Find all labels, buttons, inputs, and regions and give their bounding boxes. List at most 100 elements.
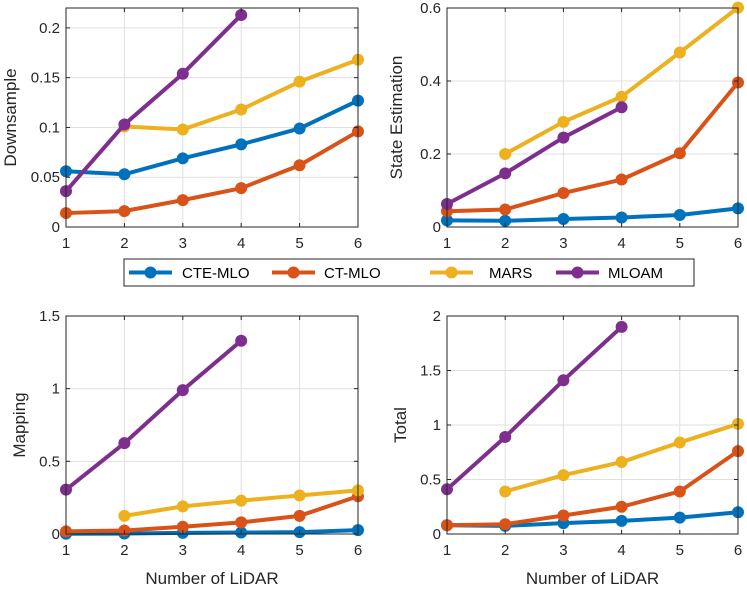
data-point-ct-mlo <box>293 159 306 172</box>
y-tick-label: 1 <box>52 381 60 398</box>
data-point-mars <box>293 75 306 88</box>
data-point-mars <box>673 46 686 59</box>
y-tick-label: 1.5 <box>39 308 60 325</box>
data-point-mloam <box>235 334 248 347</box>
state-estimation-panel: 1 2 3 4 5 6 0 0.2 0.4 0.6 State Estimation <box>387 0 744 252</box>
plot-area <box>66 316 358 534</box>
y-axis-label: Total <box>391 407 410 443</box>
x-tick-label: 5 <box>295 542 303 559</box>
x-tick-label: 5 <box>676 542 684 559</box>
x-tick-label: 3 <box>559 542 567 559</box>
data-point-ct-mlo <box>615 173 628 186</box>
data-point-ct-mlo <box>176 194 189 207</box>
data-point-cte-mlo <box>557 212 570 225</box>
x-tick-label: 4 <box>237 542 245 559</box>
series-line-mloam <box>445 325 623 491</box>
data-point-ct-mlo <box>557 509 570 522</box>
series-line-ct-mlo <box>65 494 359 534</box>
data-point-mloam <box>557 131 570 144</box>
y-tick-label: 0.15 <box>31 70 60 87</box>
y-tick-label: 0.2 <box>39 20 60 37</box>
x-tick-label: 3 <box>559 235 567 252</box>
x-tick-label: 2 <box>120 235 128 252</box>
legend-label-ct-mlo: CT-MLO <box>324 265 381 282</box>
data-point-mars <box>176 123 189 136</box>
y-tick-label: 0.2 <box>420 146 441 163</box>
mapping-panel: 1 2 3 4 5 6 0 0.5 1 1.5 Mapping Number of LiDAR <box>10 308 364 588</box>
data-point-ct-mlo <box>673 147 686 160</box>
series-line-ct-mlo <box>446 81 740 214</box>
series-line-ct-mlo <box>65 129 360 216</box>
y-tick-label: 0 <box>52 219 60 236</box>
series-line-ct-mlo <box>446 449 740 528</box>
axes-box <box>446 7 739 228</box>
data-point-ct-mlo <box>499 518 512 531</box>
data-point-mloam <box>499 167 512 180</box>
legend-marker-cte-mlo <box>144 266 157 279</box>
data-point-mloam <box>176 67 189 80</box>
data-point-mars <box>235 103 248 116</box>
data-point-ct-mlo <box>499 203 512 216</box>
data-point-mloam <box>557 374 570 387</box>
series-line-cte-mlo <box>446 206 739 223</box>
data-point-ct-mlo <box>176 520 189 533</box>
series-line-mloam <box>64 339 243 492</box>
data-point-mloam <box>176 384 189 397</box>
y-tick-label: 0.05 <box>31 169 60 186</box>
legend: CTE-MLO CT-MLO MARS MLOAM <box>123 258 695 287</box>
data-point-mars <box>118 509 131 522</box>
data-point-mars <box>499 148 512 160</box>
y-tick-label: 0.5 <box>39 453 60 470</box>
x-tick-label: 3 <box>179 235 187 252</box>
x-tick-label: 1 <box>443 542 451 559</box>
data-point-cte-mlo <box>615 514 628 527</box>
y-tick-label: 1.5 <box>420 363 441 380</box>
x-tick-label: 1 <box>62 542 70 559</box>
x-tick-label: 6 <box>734 542 742 559</box>
x-tick-label: 6 <box>354 235 362 252</box>
series-line-cte-mlo <box>65 98 359 177</box>
legend-entry-ct-mlo: CT-MLO <box>272 265 381 282</box>
data-point-mars <box>615 90 628 103</box>
data-point-cte-mlo <box>176 152 189 165</box>
legend-label-mars: MARS <box>489 265 532 282</box>
total-panel: 1 2 3 4 5 6 0 0.5 1 1.5 2 Total Number of LiDAR <box>391 308 744 588</box>
data-point-ct-mlo <box>615 500 628 513</box>
x-tick-label: 6 <box>354 542 362 559</box>
data-point-ct-mlo <box>557 187 570 200</box>
data-point-ct-mlo <box>293 509 306 522</box>
legend-marker-mars <box>445 266 458 279</box>
legend-label-mloam: MLOAM <box>608 265 663 282</box>
data-point-mloam <box>615 320 628 333</box>
data-point-mars <box>615 456 628 469</box>
data-point-mloam <box>118 118 131 131</box>
series-line-mloam <box>446 105 623 206</box>
data-point-cte-mlo <box>615 211 628 224</box>
downsample-panel: 1 2 3 4 5 6 0 0.05 0.1 0.15 0.2 Downsample <box>1 7 364 252</box>
legend-marker-ct-mlo <box>287 266 300 279</box>
data-point-mloam <box>615 101 628 114</box>
data-point-mloam <box>499 430 512 443</box>
y-tick-label: 2 <box>433 308 441 325</box>
data-point-cte-mlo <box>673 208 686 221</box>
data-point-mars <box>499 485 512 498</box>
y-tick-label: 0.4 <box>420 73 441 90</box>
data-point-mars <box>235 494 248 507</box>
y-tick-label: 0 <box>52 526 60 543</box>
data-point-cte-mlo <box>499 214 512 227</box>
data-point-ct-mlo <box>235 182 248 195</box>
axes-box <box>65 7 359 228</box>
series-line-mloam <box>64 13 243 193</box>
y-axis-label: State Estimation <box>387 56 406 180</box>
x-axis-label: Number of LiDAR <box>145 569 278 588</box>
y-axis-label: Downsample <box>1 68 20 166</box>
data-point-cte-mlo <box>293 122 306 135</box>
y-tick-label: 0.6 <box>420 0 441 17</box>
x-tick-label: 1 <box>443 235 451 252</box>
x-tick-label: 1 <box>62 235 70 252</box>
x-tick-label: 4 <box>237 235 245 252</box>
x-tick-label: 6 <box>734 235 742 252</box>
legend-marker-mloam <box>571 266 584 279</box>
legend-entry-mloam: MLOAM <box>556 265 663 282</box>
